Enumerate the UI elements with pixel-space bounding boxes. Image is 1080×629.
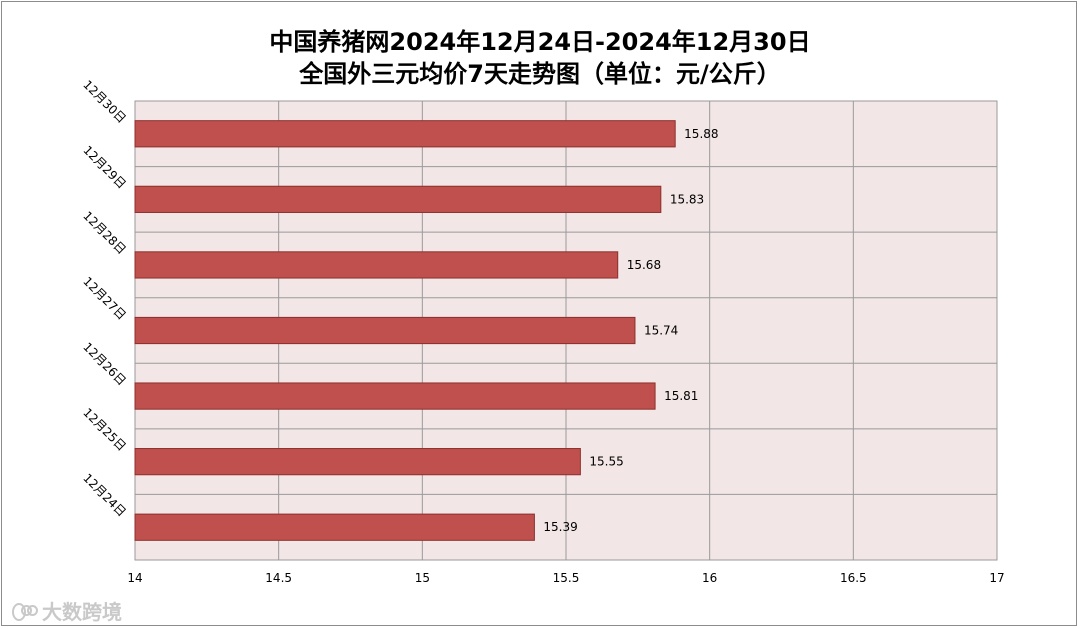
data-label: 15.39 bbox=[543, 520, 577, 534]
x-tick-label: 16.5 bbox=[840, 571, 867, 585]
data-label: 15.68 bbox=[627, 258, 661, 272]
bar bbox=[134, 382, 656, 410]
data-label: 15.74 bbox=[644, 324, 678, 338]
category-label: 12月28日 bbox=[80, 209, 128, 257]
category-label: 12月29日 bbox=[80, 143, 128, 191]
bar bbox=[134, 513, 535, 541]
chart-title-line1: 中国养猪网2024年12月24日-2024年12月30日 bbox=[269, 28, 811, 56]
bar bbox=[134, 120, 676, 148]
x-tick-label: 15 bbox=[415, 571, 430, 585]
watermark-text: 大数跨境 bbox=[42, 600, 122, 624]
x-tick-label: 14.5 bbox=[265, 571, 292, 585]
category-label: 12月30日 bbox=[80, 77, 128, 125]
data-label: 15.83 bbox=[670, 192, 704, 206]
bar bbox=[134, 448, 581, 476]
chart-title-line2: 全国外三元均价7天走势图（单位：元/公斤） bbox=[299, 60, 781, 88]
bar bbox=[134, 185, 662, 213]
category-label: 12月25日 bbox=[80, 405, 128, 453]
data-label: 15.55 bbox=[589, 455, 623, 469]
x-tick-label: 15.5 bbox=[553, 571, 580, 585]
x-tick-label: 16 bbox=[702, 571, 717, 585]
x-tick-label: 14 bbox=[127, 571, 142, 585]
data-label: 15.88 bbox=[684, 127, 718, 141]
watermark-logo-icon bbox=[12, 601, 38, 621]
bar bbox=[134, 316, 636, 345]
category-label: 12月27日 bbox=[80, 274, 128, 322]
watermark: 大数跨境 bbox=[12, 596, 122, 625]
data-label: 15.81 bbox=[664, 389, 698, 403]
x-tick-label: 17 bbox=[989, 571, 1004, 585]
category-label: 12月26日 bbox=[80, 340, 128, 388]
bar bbox=[134, 251, 619, 279]
category-label: 12月24日 bbox=[80, 471, 128, 519]
